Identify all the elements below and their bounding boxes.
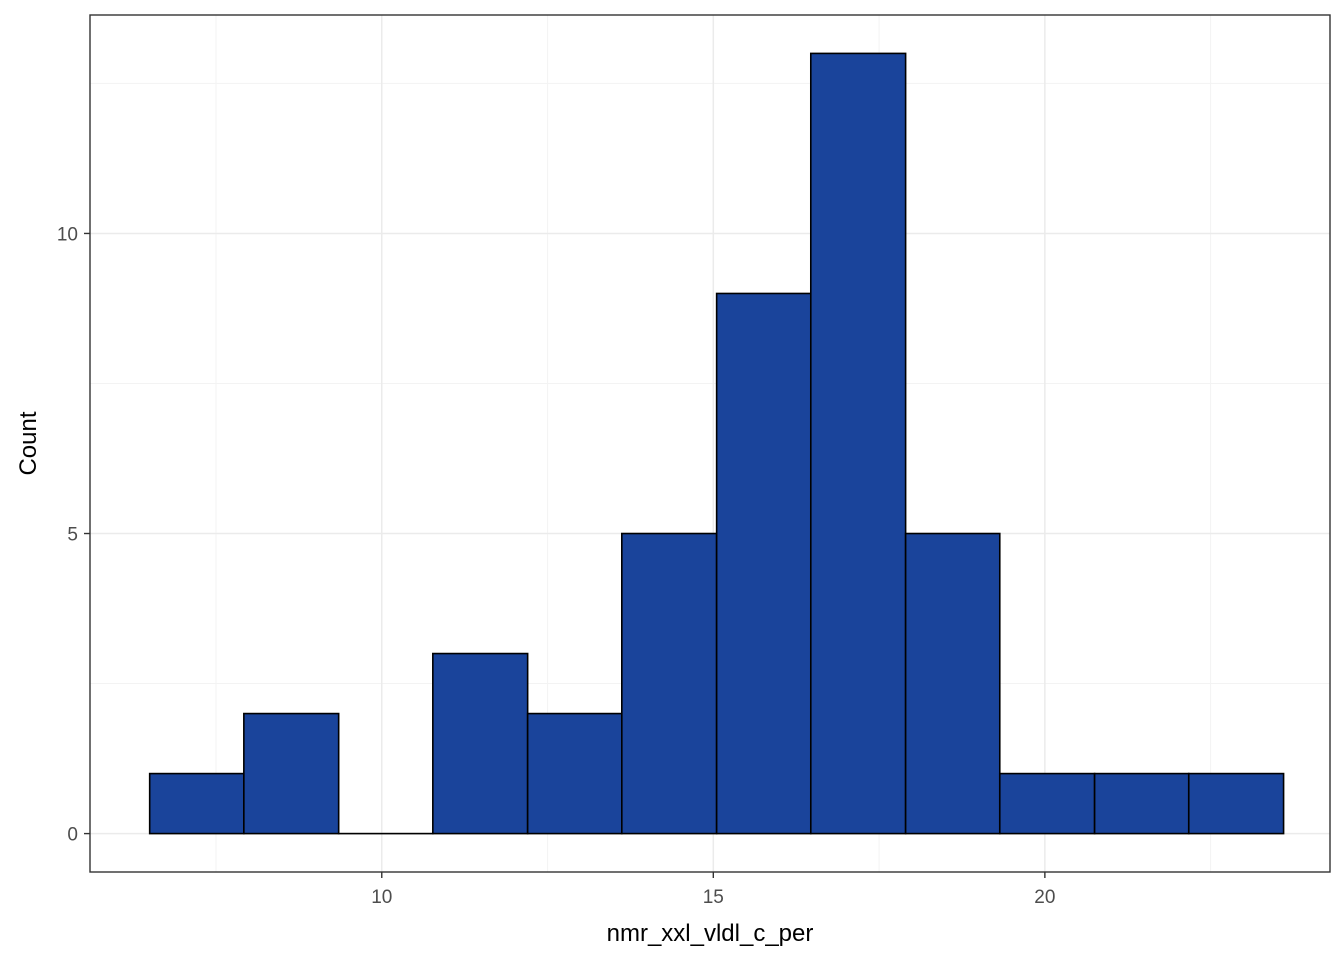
x-tick-label: 15 <box>703 887 724 908</box>
x-axis-title: nmr_xxl_vldl_c_per <box>607 920 814 947</box>
histogram-bar <box>148 772 245 835</box>
panel-border <box>89 14 1331 873</box>
histogram-bar <box>904 532 1001 835</box>
x-axis-ticks: 10 15 20 <box>371 872 1055 908</box>
histogram-bar <box>998 772 1096 835</box>
histogram-bar <box>432 652 529 835</box>
y-axis-ticks: 0 5 10 <box>57 224 90 846</box>
y-tick-label: 10 <box>57 224 78 245</box>
y-tick-label: 5 <box>67 525 78 546</box>
histogram-bar <box>243 712 340 835</box>
histogram-bars <box>148 52 1285 835</box>
x-tick-label: 20 <box>1034 887 1055 908</box>
histogram-bar <box>621 532 718 835</box>
histogram-bar <box>809 52 907 835</box>
y-axis-title: Count <box>15 411 42 475</box>
y-tick-label: 0 <box>67 825 78 846</box>
histogram-bar <box>526 712 623 835</box>
histogram-bar <box>1187 772 1285 835</box>
histogram-bar <box>1093 772 1190 835</box>
histogram-bar <box>715 292 812 835</box>
x-tick-label: 10 <box>371 887 392 908</box>
